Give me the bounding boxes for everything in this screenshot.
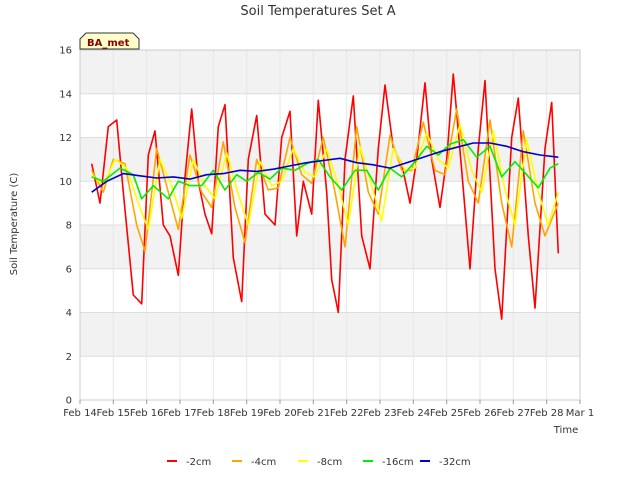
plot-band <box>80 356 580 400</box>
plot-border <box>79 49 581 401</box>
station-badge-label: BA_met <box>87 38 130 49</box>
y-tick-label: 8 <box>66 221 72 232</box>
x-tick-label: Feb 14 <box>63 408 97 419</box>
x-axis-label: Time <box>553 425 578 436</box>
station-badge-shape <box>79 32 140 50</box>
y-tick-label: 12 <box>59 133 72 144</box>
x-tick-label: Feb 21 <box>297 408 331 419</box>
series-line-16cm <box>91 138 559 200</box>
x-tick-label: Feb 22 <box>330 408 364 419</box>
plot-band <box>80 268 580 313</box>
x-tick-label: Feb 15 <box>97 408 131 419</box>
series-lines <box>90 73 560 320</box>
y-axis-ticks: 0 2 4 6 8 10 12 14 16 <box>59 46 72 407</box>
plot-band <box>80 50 580 94</box>
y-tick-label: 4 <box>66 308 72 319</box>
y-axis-label: Soil Temperature (C) <box>9 173 20 276</box>
legend-label: -8cm <box>317 457 342 468</box>
y-tick-label: 0 <box>66 396 72 407</box>
legend-label: -32cm <box>439 457 471 468</box>
x-tick-label: Feb 25 <box>430 408 464 419</box>
x-tick-label: Feb 26 <box>463 408 497 419</box>
plot-band <box>80 312 580 357</box>
y-tick-label: 6 <box>66 264 72 275</box>
series-line-32cm <box>91 142 559 193</box>
legend-item: -2cm <box>167 457 211 468</box>
legend-item: -8cm <box>298 457 342 468</box>
y-tick-label: 10 <box>59 177 72 188</box>
legend-item: -4cm <box>232 457 276 468</box>
series-line-4cm <box>90 108 560 253</box>
x-tick-label: Feb 24 <box>397 408 431 419</box>
x-axis-ticks: Feb 14 Feb 15 Feb 16 Feb 17 Feb 18 Feb 19 Feb … <box>63 400 594 419</box>
legend-item: -16cm <box>363 457 414 468</box>
station-badge: BA_met <box>79 32 140 50</box>
x-tick-label: Feb 27 <box>497 408 531 419</box>
x-tick-label: Feb 19 <box>230 408 264 419</box>
chart-title: Soil Temperatures Set A <box>240 4 395 19</box>
x-tick-label: Feb 16 <box>130 408 164 419</box>
legend-label: -16cm <box>382 457 414 468</box>
legend-label: -4cm <box>251 457 276 468</box>
series-line-2cm <box>90 73 560 320</box>
plot-background <box>80 50 580 400</box>
legend-item: -32cm <box>420 457 471 468</box>
x-tick-label: Feb 20 <box>263 408 297 419</box>
x-tick-label: Feb 18 <box>197 408 231 419</box>
y-tick-label: 2 <box>66 352 72 363</box>
x-tick-label: Feb 17 <box>163 408 197 419</box>
x-tick-label: Feb 23 <box>363 408 397 419</box>
grid-lines <box>79 49 581 401</box>
y-tick-label: 16 <box>59 46 72 57</box>
legend-label: -2cm <box>186 457 211 468</box>
y-tick-label: 14 <box>59 89 72 100</box>
x-tick-label: Feb 28 <box>530 408 564 419</box>
legend: -2cm -4cm -8cm -16cm -32cm <box>167 457 471 468</box>
plot-band <box>80 93 580 138</box>
series-line-8cm <box>91 123 560 231</box>
x-tick-label: Mar 1 <box>566 408 594 419</box>
